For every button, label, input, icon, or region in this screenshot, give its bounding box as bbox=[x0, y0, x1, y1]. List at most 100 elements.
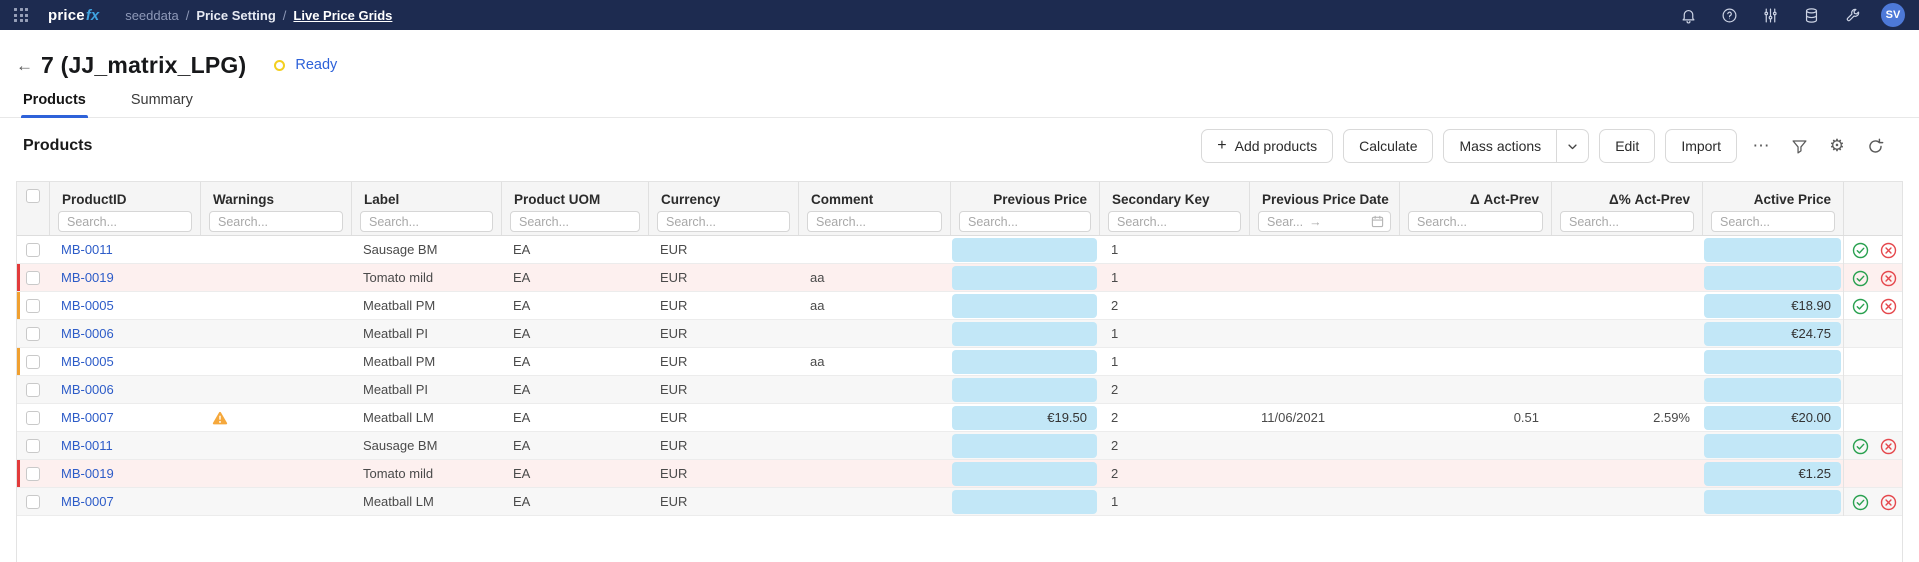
approve-check-icon[interactable] bbox=[1852, 494, 1869, 511]
product-id-link[interactable]: MB-0011 bbox=[61, 242, 113, 257]
tab-products[interactable]: Products bbox=[23, 92, 86, 117]
approve-check-icon[interactable] bbox=[1852, 298, 1869, 315]
product-id-link[interactable]: MB-0005 bbox=[61, 354, 114, 369]
row-checkbox[interactable] bbox=[26, 383, 40, 397]
back-arrow-button[interactable]: ← bbox=[16, 57, 33, 74]
filter-funnel-icon[interactable] bbox=[1785, 132, 1813, 160]
breadcrumb-current-page[interactable]: Live Price Grids bbox=[293, 8, 392, 23]
more-options-button[interactable]: ⋯ bbox=[1747, 132, 1775, 160]
row-checkbox[interactable] bbox=[26, 411, 40, 425]
approve-check-icon[interactable] bbox=[1852, 270, 1869, 287]
column-search-input[interactable] bbox=[510, 211, 640, 232]
column-header[interactable]: Δ Act-Prev bbox=[1399, 182, 1551, 209]
column-search-input[interactable] bbox=[1560, 211, 1694, 232]
editable-price-cell[interactable]: €18.90 bbox=[1704, 294, 1841, 318]
row-checkbox[interactable] bbox=[26, 467, 40, 481]
column-search-input[interactable] bbox=[58, 211, 192, 232]
warning-triangle-icon[interactable] bbox=[212, 411, 228, 425]
approve-check-icon[interactable] bbox=[1852, 242, 1869, 259]
editable-price-cell[interactable] bbox=[1704, 378, 1841, 402]
add-products-button[interactable]: + Add products bbox=[1201, 129, 1333, 163]
product-id-link[interactable]: MB-0019 bbox=[61, 270, 114, 285]
column-header[interactable]: Label bbox=[351, 182, 501, 209]
admin-wrench-icon[interactable] bbox=[1836, 2, 1868, 28]
row-checkbox[interactable] bbox=[26, 243, 40, 257]
column-search-input[interactable] bbox=[657, 211, 790, 232]
editable-price-cell[interactable] bbox=[1704, 490, 1841, 514]
column-search-input[interactable] bbox=[209, 211, 343, 232]
edit-button[interactable]: Edit bbox=[1599, 129, 1655, 163]
approve-check-icon[interactable] bbox=[1852, 438, 1869, 455]
help-icon[interactable] bbox=[1713, 2, 1745, 28]
column-search-input[interactable] bbox=[360, 211, 493, 232]
editable-price-cell[interactable] bbox=[952, 434, 1097, 458]
product-id-link[interactable]: MB-0006 bbox=[61, 326, 114, 341]
table-settings-gear-icon[interactable]: ⚙ bbox=[1823, 132, 1851, 160]
editable-price-cell[interactable] bbox=[1704, 350, 1841, 374]
tab-summary[interactable]: Summary bbox=[131, 92, 193, 117]
breadcrumb-section[interactable]: Price Setting bbox=[196, 8, 275, 23]
mass-actions-button[interactable]: Mass actions bbox=[1443, 129, 1557, 163]
editable-price-cell[interactable] bbox=[1704, 434, 1841, 458]
reject-x-icon[interactable] bbox=[1880, 242, 1897, 259]
column-header[interactable]: ProductID bbox=[49, 182, 200, 209]
column-header[interactable]: Previous Price bbox=[950, 182, 1099, 209]
editable-price-cell[interactable] bbox=[952, 490, 1097, 514]
editable-price-cell[interactable]: €20.00 bbox=[1704, 406, 1841, 430]
editable-price-cell[interactable] bbox=[952, 266, 1097, 290]
editable-price-cell[interactable]: €24.75 bbox=[1704, 322, 1841, 346]
import-button[interactable]: Import bbox=[1665, 129, 1737, 163]
pricefx-logo[interactable]: price fx bbox=[48, 7, 99, 24]
editable-price-cell[interactable] bbox=[952, 350, 1097, 374]
row-checkbox[interactable] bbox=[26, 355, 40, 369]
previous_price_date-cell bbox=[1249, 236, 1399, 264]
sliders-settings-icon[interactable] bbox=[1754, 2, 1786, 28]
refresh-icon[interactable] bbox=[1861, 132, 1889, 160]
user-avatar[interactable]: SV bbox=[1881, 3, 1905, 27]
column-search-input[interactable] bbox=[1408, 211, 1543, 232]
column-header[interactable]: Δ% Act-Prev bbox=[1551, 182, 1702, 209]
column-header[interactable]: Secondary Key bbox=[1099, 182, 1249, 209]
editable-price-cell[interactable] bbox=[952, 238, 1097, 262]
row-checkbox[interactable] bbox=[26, 327, 40, 341]
column-header[interactable]: Currency bbox=[648, 182, 798, 209]
notifications-bell-icon[interactable] bbox=[1672, 2, 1704, 28]
product-id-link[interactable]: MB-0006 bbox=[61, 382, 114, 397]
reject-x-icon[interactable] bbox=[1880, 438, 1897, 455]
row-checkbox[interactable] bbox=[26, 299, 40, 313]
product-id-link[interactable]: MB-0007 bbox=[61, 410, 114, 425]
editable-price-cell[interactable] bbox=[952, 294, 1097, 318]
column-header[interactable]: Active Price bbox=[1702, 182, 1843, 209]
column-header[interactable]: Previous Price Date bbox=[1249, 182, 1399, 209]
column-search-input[interactable] bbox=[1108, 211, 1241, 232]
editable-price-cell[interactable]: €19.50 bbox=[952, 406, 1097, 430]
column-search-input[interactable] bbox=[807, 211, 942, 232]
editable-price-cell[interactable] bbox=[952, 322, 1097, 346]
editable-price-cell[interactable] bbox=[1704, 238, 1841, 262]
reject-x-icon[interactable] bbox=[1880, 494, 1897, 511]
product-id-link[interactable]: MB-0011 bbox=[61, 438, 113, 453]
calculate-button[interactable]: Calculate bbox=[1343, 129, 1433, 163]
row-checkbox[interactable] bbox=[26, 495, 40, 509]
column-header[interactable]: Product UOM bbox=[501, 182, 648, 209]
date-filter-input[interactable]: Sear...→ bbox=[1258, 211, 1391, 232]
column-header[interactable]: Warnings bbox=[200, 182, 351, 209]
column-header[interactable]: Comment bbox=[798, 182, 950, 209]
select-all-checkbox[interactable] bbox=[26, 189, 40, 203]
column-search-input[interactable] bbox=[959, 211, 1091, 232]
editable-price-cell[interactable]: €1.25 bbox=[1704, 462, 1841, 486]
reject-x-icon[interactable] bbox=[1880, 270, 1897, 287]
product-id-link[interactable]: MB-0019 bbox=[61, 466, 114, 481]
editable-price-cell[interactable] bbox=[952, 462, 1097, 486]
row-checkbox[interactable] bbox=[26, 439, 40, 453]
database-icon[interactable] bbox=[1795, 2, 1827, 28]
product-id-link[interactable]: MB-0005 bbox=[61, 298, 114, 313]
mass-actions-caret-button[interactable] bbox=[1557, 129, 1589, 163]
editable-price-cell[interactable] bbox=[1704, 266, 1841, 290]
product-id-link[interactable]: MB-0007 bbox=[61, 494, 114, 509]
reject-x-icon[interactable] bbox=[1880, 298, 1897, 315]
editable-price-cell[interactable] bbox=[952, 378, 1097, 402]
row-checkbox[interactable] bbox=[26, 271, 40, 285]
app-launcher-icon[interactable] bbox=[14, 8, 28, 22]
column-search-input[interactable] bbox=[1711, 211, 1835, 232]
